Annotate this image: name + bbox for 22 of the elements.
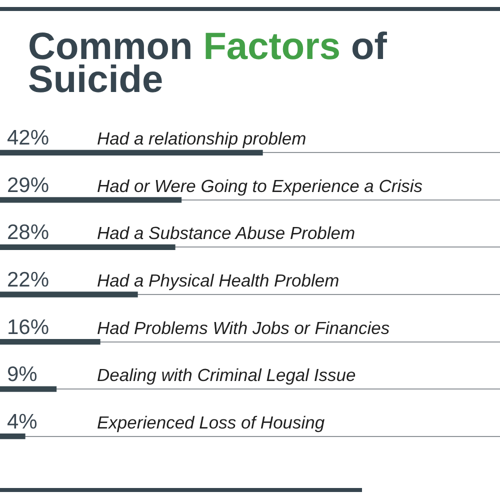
data-label: 22% (7, 268, 50, 292)
bar (0, 292, 138, 298)
y-tick-label: Had a relationship problem (97, 128, 306, 149)
y-tick-label: Had a Physical Health Problem (97, 270, 340, 290)
y-tick-label: Dealing with Criminal Legal Issue (97, 365, 356, 386)
bar (0, 197, 182, 203)
data-label: 9% (7, 363, 38, 386)
data-label: 29% (7, 174, 50, 197)
data-label: 16% (7, 316, 50, 339)
data-label: 4% (7, 410, 38, 434)
data-label: 28% (7, 221, 50, 244)
y-tick-label: Had a Substance Abuse Problem (97, 223, 356, 244)
y-tick-label: Experienced Loss of Housing (97, 412, 325, 432)
chart-title: Common Factors of Suicide (28, 26, 387, 101)
bar (0, 244, 176, 250)
data-label: 42% (7, 126, 50, 150)
bar (0, 386, 57, 392)
bar (0, 150, 263, 156)
bar (0, 338, 100, 345)
bar (0, 434, 26, 440)
y-tick-label: Had or Were Going to Experience a Crisis (97, 176, 423, 196)
y-tick-label: Had Problems With Jobs or Financies (97, 318, 390, 338)
